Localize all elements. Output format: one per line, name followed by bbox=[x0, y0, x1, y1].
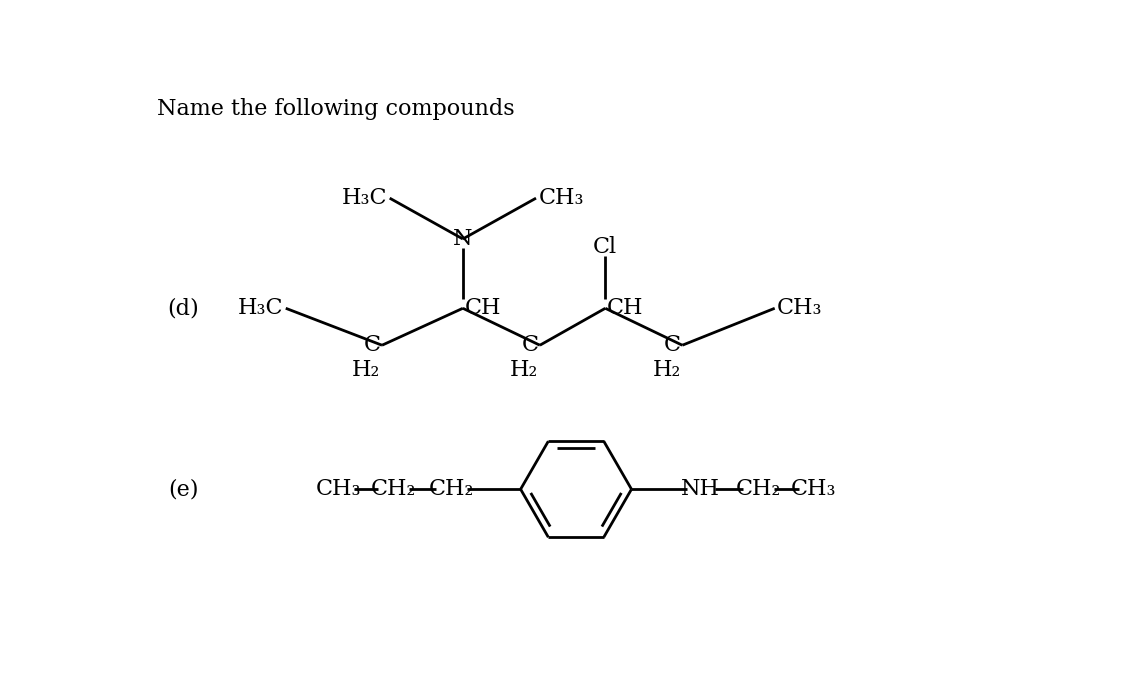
Text: CH₃: CH₃ bbox=[777, 297, 823, 319]
Text: CH: CH bbox=[607, 297, 643, 319]
Text: CH₃: CH₃ bbox=[316, 478, 361, 500]
Text: H₂: H₂ bbox=[352, 359, 380, 381]
Text: NH: NH bbox=[681, 478, 720, 500]
Text: C: C bbox=[664, 334, 681, 356]
Text: Name the following compounds: Name the following compounds bbox=[157, 98, 515, 120]
Text: H₃C: H₃C bbox=[238, 297, 283, 319]
Text: H₂: H₂ bbox=[653, 359, 681, 381]
Text: N: N bbox=[453, 228, 472, 250]
Text: H₃C: H₃C bbox=[342, 187, 388, 209]
Text: C: C bbox=[363, 334, 380, 356]
Text: CH₃: CH₃ bbox=[538, 187, 583, 209]
Text: CH₂: CH₂ bbox=[736, 478, 781, 500]
Text: CH₂: CH₂ bbox=[371, 478, 416, 500]
Text: CH₃: CH₃ bbox=[791, 478, 836, 500]
Text: CH: CH bbox=[464, 297, 501, 319]
Text: (e): (e) bbox=[169, 478, 199, 500]
Text: H₂: H₂ bbox=[510, 359, 538, 381]
Text: C: C bbox=[522, 334, 538, 356]
Text: Cl: Cl bbox=[593, 236, 617, 258]
Text: CH₂: CH₂ bbox=[428, 478, 474, 500]
Text: (d): (d) bbox=[167, 297, 199, 319]
